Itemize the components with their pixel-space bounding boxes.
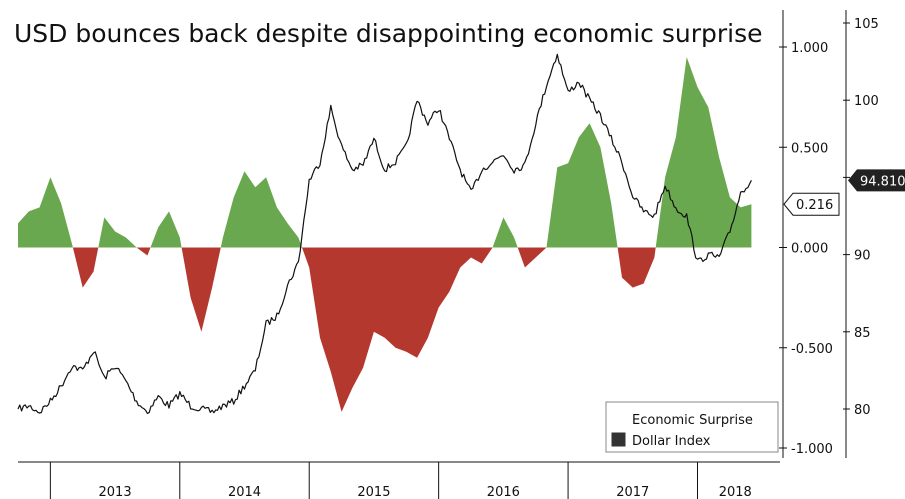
surprise-negative-area: [617, 247, 656, 288]
legend-entry-label: Dollar Index: [632, 434, 711, 449]
surprise-positive-area: [98, 217, 137, 248]
value-callouts: 94.810 0.216: [783, 169, 905, 216]
surprise-positive-area: [18, 177, 73, 248]
legend-entry-label: Economic Surprise: [632, 413, 753, 428]
legend-box: [605, 401, 779, 453]
surprise-negative-area: [72, 247, 99, 288]
chart-title: USD bounces back despite disappointing e…: [14, 19, 763, 48]
x-tick-label: 2018: [719, 485, 752, 499]
x-tick-label: 2015: [357, 485, 390, 499]
dollar-index-line: [17, 53, 752, 414]
x-tick-label: 2016: [487, 485, 520, 499]
left-y-tick-label: -1.000: [791, 442, 833, 457]
dollar-index-polyline: [17, 53, 752, 414]
right-y-tick-label: 100: [854, 94, 879, 109]
left-y-tick-label: 0.500: [791, 141, 828, 156]
right-y-tick-label: 85: [854, 326, 871, 341]
surprise-callout-label: 0.216: [796, 198, 833, 213]
surprise-negative-area: [181, 247, 221, 332]
legend-swatch: [611, 411, 626, 426]
surprise-positive-area: [220, 171, 302, 248]
surprise-positive-area: [655, 57, 752, 248]
right-y-tick-label: 105: [854, 17, 879, 32]
right-y-tick-label: 80: [854, 403, 871, 418]
surprise-callout-box: [783, 192, 840, 216]
x-tick-label: 2013: [99, 485, 132, 499]
surprise-positive-area: [492, 217, 518, 248]
surprise-negative-area: [136, 247, 151, 256]
surprise-negative-area: [517, 247, 547, 268]
left-y-tick-label: 0.000: [791, 242, 828, 257]
x-tick-label: 2017: [616, 485, 649, 499]
right-y-tick-label: 90: [854, 249, 871, 264]
x-tick-label: 2014: [228, 485, 261, 499]
legend-swatch: [611, 432, 626, 447]
legend: Economic Surprise Dollar Index: [605, 401, 779, 453]
dollar-index-callout-box: [848, 169, 905, 192]
surprise-positive-area: [546, 123, 618, 248]
left-y-tick-label: 1.000: [791, 41, 828, 56]
economic-surprise-area: [18, 57, 752, 412]
surprise-positive-area: [150, 211, 182, 248]
left-y-tick-label: -0.500: [791, 342, 833, 357]
surprise-negative-area: [302, 247, 493, 412]
dollar-index-callout-label: 94.810: [860, 174, 905, 189]
